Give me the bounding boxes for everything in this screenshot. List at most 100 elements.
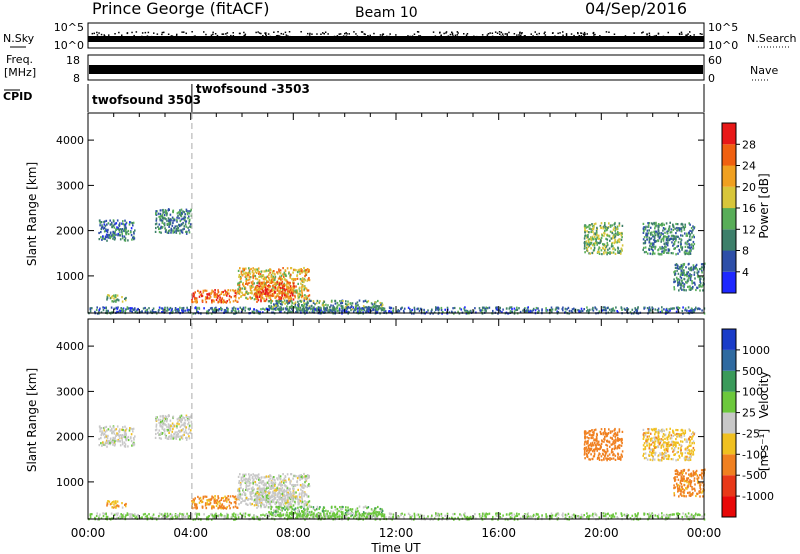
- scatter-cell: [678, 266, 681, 269]
- scatter-cell: [254, 270, 257, 273]
- scatter-cell: [474, 307, 476, 310]
- scatter-cell: [516, 308, 519, 311]
- scatter-cell: [140, 310, 142, 314]
- scatter-cell: [117, 232, 119, 236]
- scatter-cell: [345, 310, 348, 313]
- scatter-cell: [283, 287, 285, 290]
- scatter-cell: [240, 476, 243, 479]
- scatter-cell: [280, 283, 283, 286]
- scatter-cell: [194, 506, 196, 509]
- scatter-cell: [133, 232, 135, 235]
- scatter-cell: [692, 247, 695, 250]
- scatter-cell: [263, 278, 266, 281]
- scatter-cell: [484, 309, 486, 312]
- scatter-cell: [646, 229, 649, 232]
- scatter-cell: [260, 284, 262, 287]
- scatter-cell: [645, 250, 647, 254]
- scatter-cell: [497, 312, 499, 315]
- scatter-cell: [416, 308, 418, 311]
- nsky-point: [379, 34, 382, 36]
- scatter-cell: [596, 241, 598, 244]
- nsky-point: [449, 33, 452, 36]
- scatter-cell: [134, 307, 136, 310]
- scatter-cell: [192, 312, 195, 315]
- nsky-point: [118, 31, 120, 34]
- scatter-cell: [111, 221, 113, 224]
- scatter-cell: [263, 476, 265, 479]
- scatter-cell: [495, 512, 497, 515]
- scatter-cell: [280, 308, 283, 311]
- scatter-cell: [267, 285, 269, 288]
- velocity-scatter-cells: [88, 414, 706, 521]
- scatter-cell: [271, 500, 274, 504]
- scatter-cell: [198, 295, 201, 298]
- scatter-cell: [330, 510, 332, 513]
- scatter-cell: [331, 299, 333, 302]
- scatter-cell: [266, 497, 268, 500]
- scatter-cell: [162, 417, 164, 420]
- scatter-cell: [276, 271, 278, 274]
- scatter-cell: [437, 307, 439, 310]
- scatter-cell: [492, 309, 494, 313]
- scatter-cell: [665, 248, 667, 252]
- scatter-cell: [418, 309, 421, 313]
- scatter-cell: [128, 307, 130, 310]
- scatter-cell: [105, 306, 107, 309]
- scatter-cell: [341, 300, 343, 303]
- scatter-cell: [217, 291, 220, 294]
- colorbar-segment: [722, 208, 736, 230]
- scatter-cell: [158, 512, 161, 515]
- scatter-cell: [134, 435, 136, 438]
- scatter-cell: [121, 296, 123, 299]
- scatter-cell: [616, 310, 618, 313]
- scatter-cell: [301, 510, 304, 514]
- scatter-cell: [589, 227, 591, 230]
- scatter-cell: [279, 296, 282, 299]
- scatter-cell: [185, 230, 187, 233]
- scatter-cell: [271, 294, 274, 298]
- scatter-cell: [294, 484, 297, 487]
- scatter-cell: [363, 306, 366, 309]
- scatter-cell: [653, 232, 656, 235]
- scatter-cell: [112, 230, 114, 233]
- scatter-cell: [109, 429, 112, 432]
- scatter-cell: [115, 306, 118, 309]
- scatter-cell: [589, 224, 592, 227]
- scatter-cell: [301, 277, 304, 280]
- nsky-point: [267, 33, 270, 35]
- scatter-cell: [135, 309, 138, 312]
- scatter-cell: [287, 285, 289, 288]
- scatter-cell: [688, 252, 690, 255]
- nsky-point: [466, 33, 469, 35]
- scatter-cell: [268, 506, 271, 509]
- scatter-cell: [686, 243, 688, 246]
- scatter-cell: [696, 268, 699, 271]
- scatter-cell: [170, 424, 172, 428]
- scatter-cell: [206, 310, 208, 313]
- scatter-cell: [584, 243, 586, 246]
- scatter-cell: [188, 426, 191, 429]
- scatter-cell: [370, 302, 373, 305]
- scatter-cell: [680, 238, 682, 241]
- scatter-cell: [115, 233, 117, 236]
- scatter-cell: [666, 232, 669, 235]
- scatter-cell: [100, 437, 102, 440]
- scatter-cell: [176, 225, 178, 228]
- scatter-cell: [106, 442, 108, 445]
- scatter-cell: [701, 285, 703, 288]
- nsky-point: [309, 32, 311, 35]
- scatter-cell: [239, 289, 241, 292]
- scatter-cell: [678, 227, 680, 230]
- scatter-cell: [561, 307, 564, 311]
- scatter-cell: [642, 231, 645, 234]
- scatter-cell: [288, 283, 291, 286]
- scatter-cell: [376, 305, 379, 308]
- scatter-cell: [271, 270, 274, 273]
- scatter-cell: [171, 310, 174, 313]
- scatter-cell: [390, 310, 392, 313]
- scatter-cell: [647, 224, 650, 227]
- scatter-cell: [684, 253, 686, 256]
- scatter-cell: [381, 508, 383, 511]
- scatter-cell: [169, 222, 172, 226]
- scatter-cell: [269, 281, 271, 284]
